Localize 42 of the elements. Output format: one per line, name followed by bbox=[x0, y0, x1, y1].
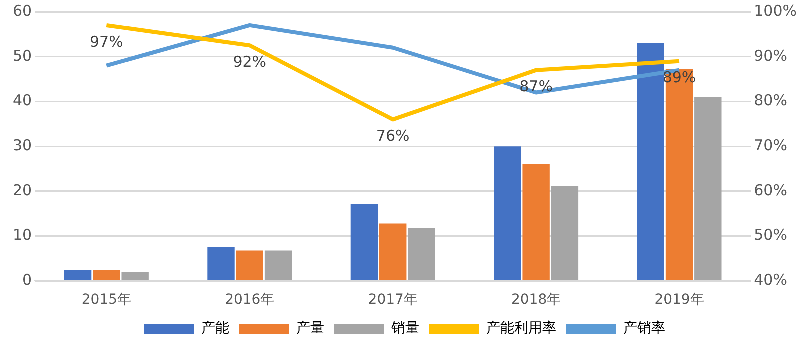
x-tick-label: 2019年 bbox=[654, 292, 704, 308]
y-tick-label: 20 bbox=[12, 181, 32, 200]
y2-tick-label: 100% bbox=[754, 2, 798, 20]
legend-label: 销量 bbox=[390, 320, 420, 337]
legend-label: 产能 bbox=[202, 320, 230, 337]
bar bbox=[122, 272, 149, 280]
y-tick-label: 10 bbox=[12, 226, 32, 244]
y-tick-label: 60 bbox=[12, 2, 32, 20]
data-label: 76% bbox=[376, 127, 410, 146]
y2-tick-label: 70% bbox=[754, 136, 788, 154]
y-tick-label: 0 bbox=[22, 271, 32, 290]
y2-tick-label: 50% bbox=[754, 226, 788, 244]
x-tick-label: 2016年 bbox=[225, 292, 275, 308]
bar bbox=[494, 146, 522, 280]
bar bbox=[379, 224, 407, 280]
x-tick-label: 2017年 bbox=[368, 292, 418, 308]
bar bbox=[93, 270, 120, 280]
y2-tick-label: 90% bbox=[754, 46, 788, 65]
data-label: 92% bbox=[233, 53, 267, 72]
bar bbox=[236, 250, 264, 280]
y-tick-label: 30 bbox=[12, 136, 32, 154]
y2-tick-label: 40% bbox=[754, 271, 788, 290]
y-tick-label: 40 bbox=[12, 92, 32, 110]
bar bbox=[208, 248, 235, 280]
legend-label: 产能利用率 bbox=[486, 320, 556, 337]
y-tick-label: 50 bbox=[12, 46, 32, 65]
bar bbox=[551, 186, 579, 280]
bar bbox=[637, 43, 664, 280]
legend-label: 产销率 bbox=[624, 320, 666, 337]
bar bbox=[408, 228, 436, 280]
y2-tick-label: 80% bbox=[754, 92, 788, 110]
legend-label: 产量 bbox=[296, 320, 324, 337]
bar bbox=[350, 204, 378, 280]
bar bbox=[264, 250, 292, 280]
bar bbox=[64, 270, 92, 280]
data-label: 97% bbox=[90, 32, 124, 51]
bar bbox=[694, 97, 722, 280]
bar bbox=[666, 69, 694, 280]
x-tick-label: 2018年 bbox=[511, 292, 562, 308]
bar bbox=[522, 164, 550, 280]
x-tick-label: 2015年 bbox=[82, 292, 132, 308]
y2-tick-label: 60% bbox=[754, 181, 788, 200]
